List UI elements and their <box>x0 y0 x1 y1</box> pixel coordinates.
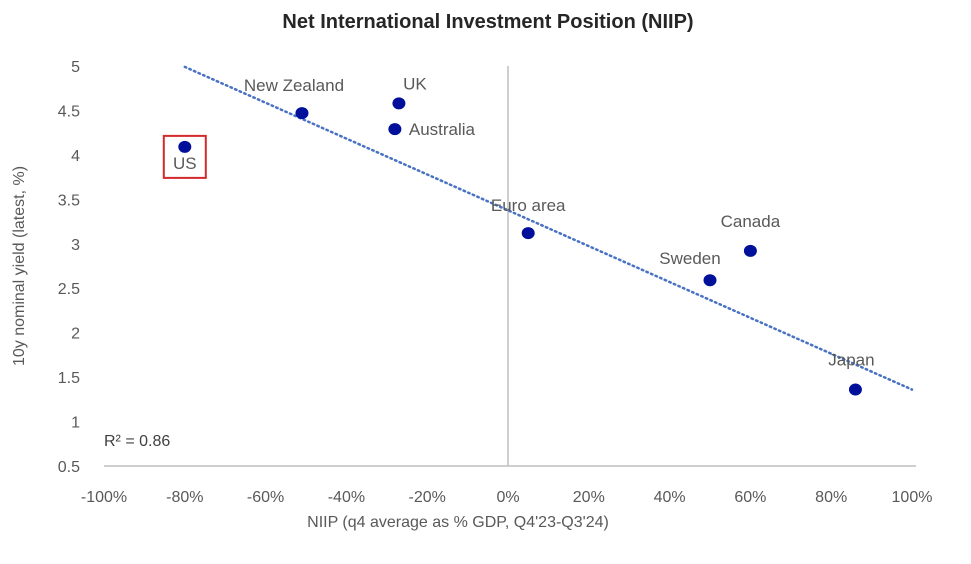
data-point <box>388 123 402 136</box>
y-tick-label: 0.5 <box>58 459 80 476</box>
data-point <box>521 227 535 240</box>
data-point <box>295 107 309 120</box>
data-label: New Zealand <box>244 76 344 95</box>
y-axis-label: 10y nominal yield (latest, %) <box>11 166 28 366</box>
x-tick-label: -40% <box>328 489 365 506</box>
y-tick-label: 4 <box>71 148 80 165</box>
data-point <box>743 244 757 257</box>
data-point <box>848 383 862 396</box>
y-tick-label: 1 <box>71 415 80 432</box>
data-label: Canada <box>721 212 781 231</box>
x-tick-label: -100% <box>81 489 127 506</box>
data-label: Sweden <box>659 249 720 268</box>
r-squared-annotation: R² = 0.86 <box>104 433 170 450</box>
data-point <box>703 274 717 287</box>
y-tick-label: 2 <box>71 326 80 343</box>
x-tick-label: -80% <box>166 489 203 506</box>
trendline <box>183 65 914 391</box>
x-tick-label: 0% <box>496 489 519 506</box>
x-tick-label: 100% <box>892 489 933 506</box>
data-point <box>178 140 192 153</box>
y-tick-label: 1.5 <box>58 370 80 387</box>
chart-title: Net International Investment Position (N… <box>282 11 693 33</box>
highlight-box <box>162 134 207 179</box>
data-label: UK <box>403 74 427 93</box>
y-tick-label: 4.5 <box>58 103 80 120</box>
x-tick-label: -60% <box>247 489 284 506</box>
x-tick-label: 40% <box>654 489 686 506</box>
data-label: Euro area <box>491 196 566 215</box>
x-tick-label: -20% <box>409 489 446 506</box>
x-axis-label: NIIP (q4 average as % GDP, Q4'23-Q3'24) <box>307 514 609 531</box>
data-label: Australia <box>409 120 476 139</box>
x-tick-label: 80% <box>815 489 847 506</box>
y-tick-label: 5 <box>71 59 80 76</box>
y-tick-label: 3.5 <box>58 192 80 209</box>
data-label: Japan <box>828 351 874 370</box>
x-tick-label: 60% <box>734 489 766 506</box>
data-point <box>392 97 406 110</box>
y-tick-label: 2.5 <box>58 281 80 298</box>
x-tick-label: 20% <box>573 489 605 506</box>
data-label: US <box>173 154 197 173</box>
y-tick-label: 3 <box>71 237 80 254</box>
